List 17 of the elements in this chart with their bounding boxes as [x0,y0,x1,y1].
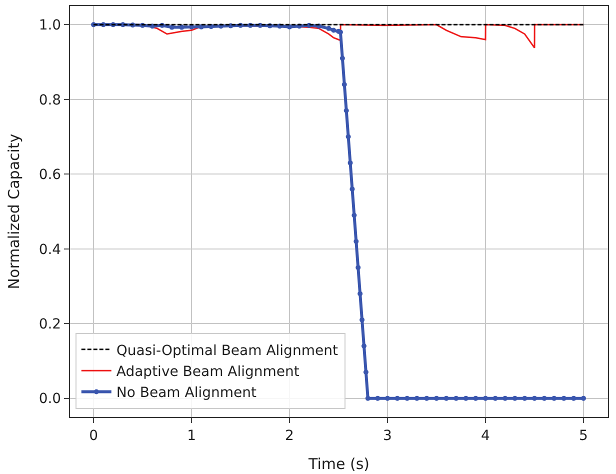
x-tick-label: 0 [89,428,98,444]
x-tick-label: 1 [187,428,196,444]
y-tick-label: 0.6 [38,167,62,184]
y-tick-label: 0.2 [38,316,62,332]
x-axis-title: Time (s) [308,454,370,473]
legend-label: No Beam Alignment [116,385,257,402]
legend-label: Quasi-Optimal Beam Alignment [116,342,338,359]
legend-label: Adaptive Beam Alignment [116,364,300,380]
x-tick-label: 2 [285,428,294,444]
y-tick-label: 0.8 [38,92,62,108]
y-tick-label: 0.4 [38,242,62,258]
x-tick-label: 4 [481,428,490,444]
y-tick-label: 1.0 [38,18,62,34]
y-axis-title: Normalized Capacity [5,134,24,290]
x-tick-label: 3 [383,428,392,444]
y-tick-label: 0.0 [38,391,62,408]
x-tick-label: 5 [579,428,588,444]
